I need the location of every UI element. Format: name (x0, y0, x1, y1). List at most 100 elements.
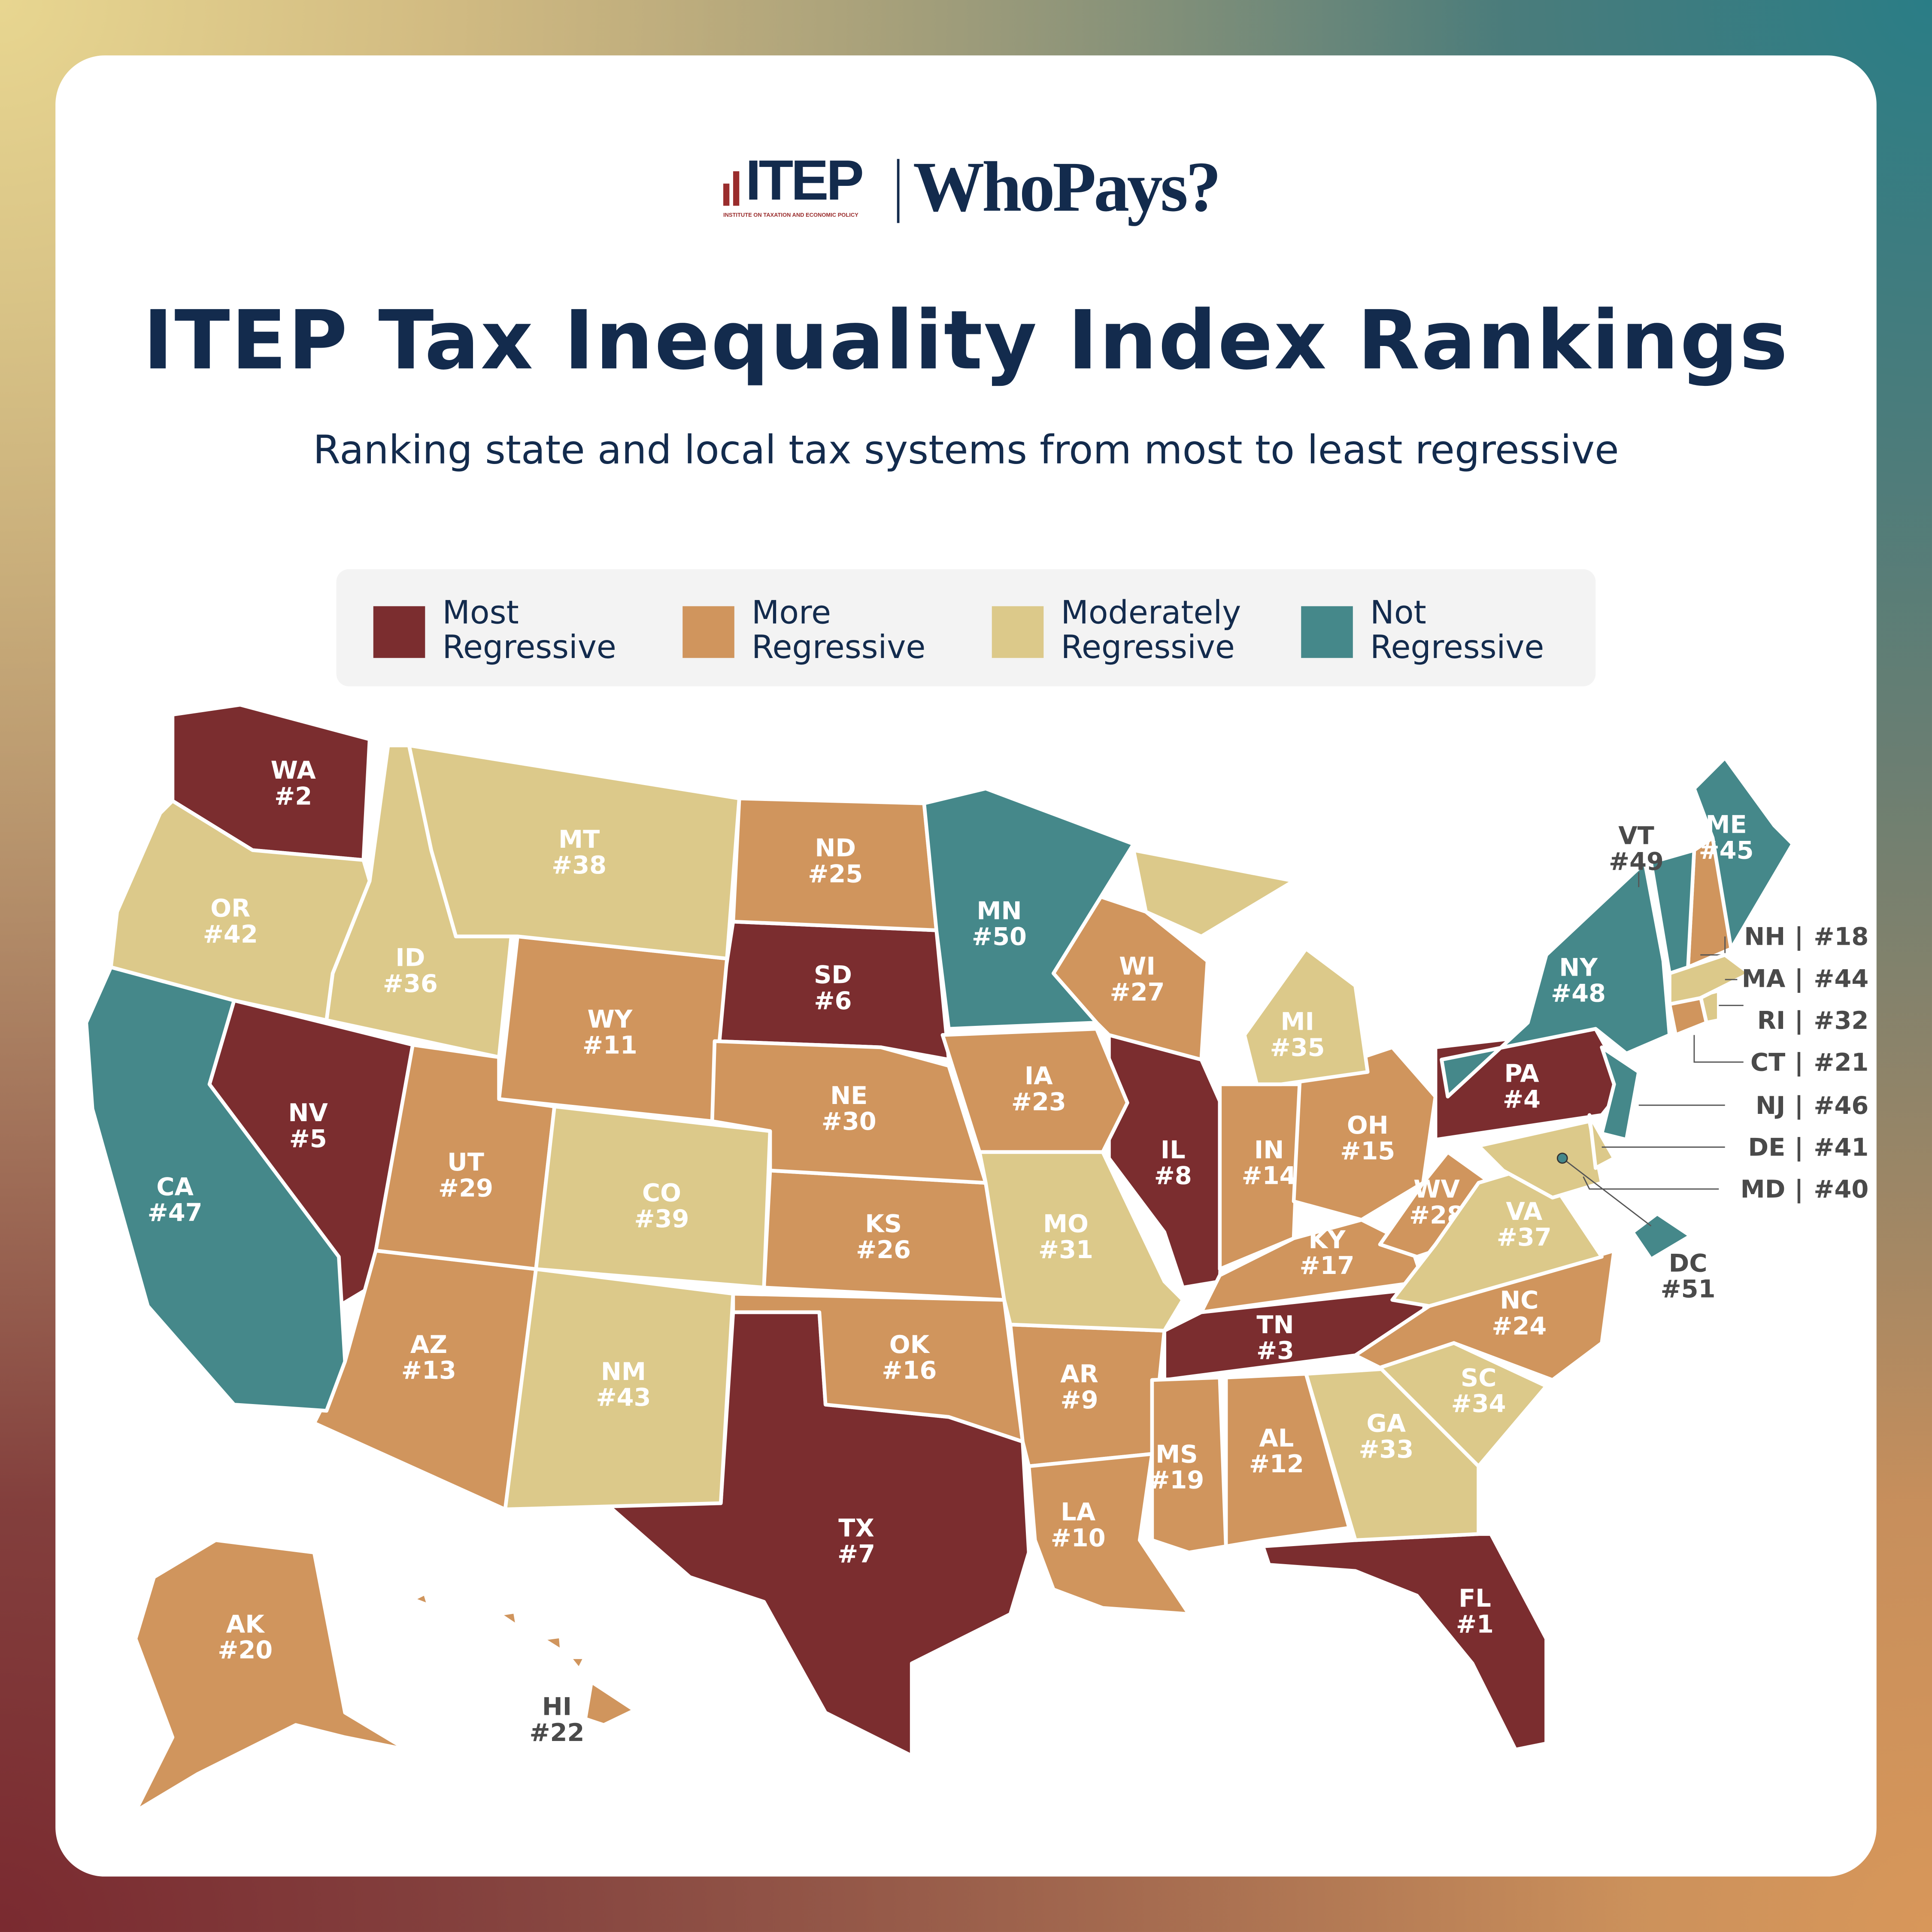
state-shape[interactable] (1131, 848, 1296, 938)
state-shape[interactable] (1242, 946, 1370, 1086)
state-shape[interactable] (922, 786, 1136, 1031)
state-sd[interactable]: SD#6 (713, 919, 951, 1062)
state-co[interactable]: CO#39 (534, 1104, 772, 1289)
state-abbr: NY (1559, 953, 1598, 982)
separator: | (1794, 964, 1803, 993)
state-shape[interactable] (1587, 1113, 1616, 1170)
state-va[interactable]: VA#37 (1390, 1162, 1604, 1308)
state-shape[interactable] (977, 1150, 1185, 1333)
state-shape[interactable] (1027, 1452, 1191, 1616)
state-ms[interactable]: MS#19 (1149, 1375, 1228, 1555)
state-al[interactable]: AL#12 (1224, 1372, 1351, 1548)
state-shape[interactable] (1261, 1532, 1548, 1752)
state-mo[interactable]: MO#31 (977, 1150, 1185, 1333)
state-ks[interactable]: KS#26 (762, 1168, 1006, 1302)
state-shape[interactable] (1600, 1045, 1641, 1142)
state-abbr: CT (1750, 1048, 1785, 1077)
state-wy[interactable]: WY#11 (497, 934, 729, 1123)
state-abbr: MS (1156, 1440, 1198, 1468)
state-ak[interactable]: AK#20 (133, 1538, 409, 1813)
state-az[interactable]: AZ#13 (312, 1249, 538, 1511)
state-shape[interactable] (1692, 756, 1795, 951)
state-rank: #23 (1011, 1087, 1066, 1116)
state-rank: #9 (1061, 1386, 1098, 1414)
state-in[interactable]: IN#14 (1218, 1082, 1302, 1271)
dc-leader-line (1562, 1158, 1652, 1227)
state-shape[interactable] (710, 1039, 988, 1185)
state-pa[interactable]: PA#4 (1433, 1027, 1629, 1142)
state-mn[interactable]: MN#50 (922, 786, 1136, 1031)
state-shape[interactable] (1649, 848, 1696, 976)
state-mi[interactable]: MI#35 (1131, 848, 1370, 1086)
state-shape[interactable] (109, 799, 372, 1022)
state-nd[interactable]: ND#25 (731, 796, 938, 932)
state-ok[interactable]: OK#16 (731, 1292, 1025, 1444)
legend: Most Regressive More Regressive Moderate… (336, 569, 1596, 686)
state-de[interactable]: DE | #41 (1587, 1113, 1868, 1170)
state-ny[interactable]: NY#48 (1440, 861, 1671, 1099)
state-mt[interactable]: MT#38 (407, 743, 741, 961)
page-title: ITEP Tax Inequality Index Rankings (143, 293, 1789, 388)
state-shape[interactable] (731, 1292, 1025, 1444)
state-ri[interactable]: RI | #32 (1698, 989, 1868, 1035)
itep-logo-subtitle: INSTITUTE ON TAXATION AND ECONOMIC POLIC… (723, 212, 858, 218)
state-rank: #19 (1149, 1466, 1204, 1495)
legend-label: Moderately Regressive (1061, 595, 1241, 667)
state-abbr: NH (1744, 922, 1785, 951)
state-shape[interactable] (540, 1634, 564, 1653)
state-fl[interactable]: FL#1 (1261, 1532, 1548, 1752)
logo: ITEP INSTITUTE ON TAXATION AND ECONOMIC … (721, 147, 1238, 228)
state-shape[interactable] (411, 1591, 431, 1607)
state-dc[interactable]: DC#51 (1631, 1212, 1716, 1304)
state-rank: #5 (289, 1124, 327, 1153)
state-rank: #21 (1814, 1048, 1868, 1077)
state-hi[interactable]: HI#22 (411, 1591, 637, 1747)
state-shape[interactable] (1378, 1341, 1548, 1468)
state-abbr: ME (1705, 810, 1747, 839)
state-shape[interactable] (407, 743, 741, 961)
state-shape[interactable] (1150, 1375, 1228, 1555)
legend-swatch (682, 606, 734, 658)
page-subtitle: Ranking state and local tax systems from… (313, 426, 1619, 473)
state-md[interactable]: MD | #40 (1477, 1119, 1869, 1204)
state-shape[interactable] (1477, 1119, 1604, 1200)
state-ne[interactable]: NE#30 (710, 1039, 988, 1185)
separator: | (1794, 1133, 1803, 1162)
state-abbr: VT (1618, 821, 1654, 850)
state-ky[interactable]: KY#17 (1199, 1218, 1425, 1314)
state-shape[interactable] (1631, 1212, 1692, 1261)
state-ia[interactable]: IA#23 (940, 1027, 1129, 1154)
state-il[interactable]: IL#8 (1107, 1033, 1228, 1289)
state-shape[interactable] (534, 1104, 772, 1289)
state-shape[interactable] (503, 1267, 735, 1511)
state-nm[interactable]: NM#43 (503, 1267, 735, 1511)
state-vt[interactable]: VT#49 (1609, 821, 1696, 976)
state-shape[interactable] (583, 1680, 637, 1727)
state-ar[interactable]: AR#9 (1008, 1322, 1166, 1468)
state-shape[interactable] (1440, 861, 1671, 1099)
state-la[interactable]: LA#10 (1027, 1452, 1191, 1616)
state-abbr: OH (1347, 1111, 1389, 1140)
state-shape[interactable] (133, 1538, 409, 1813)
state-ca[interactable]: CA#47 (84, 965, 347, 1413)
state-shape[interactable] (1107, 1033, 1228, 1289)
state-rank: #48 (1551, 979, 1606, 1008)
state-shape[interactable] (567, 1655, 587, 1671)
state-abbr: MI (1280, 1007, 1314, 1036)
state-sc[interactable]: SC#34 (1378, 1341, 1548, 1468)
state-abbr: CA (156, 1172, 194, 1201)
state-rank: #31 (1038, 1235, 1093, 1264)
state-shape[interactable] (84, 965, 347, 1413)
state-me[interactable]: ME#45 (1692, 756, 1795, 951)
state-shape[interactable] (497, 1610, 519, 1629)
state-abbr: GA (1367, 1409, 1406, 1438)
state-ma[interactable]: MA | #44 (1668, 953, 1869, 1006)
state-or[interactable]: OR#42 (109, 799, 372, 1022)
legend-swatch (992, 606, 1044, 658)
state-nj[interactable]: NJ | #46 (1600, 1045, 1869, 1142)
state-rank: #44 (1814, 964, 1868, 993)
state-abbr: OK (889, 1330, 931, 1359)
state-shape[interactable] (940, 1027, 1129, 1154)
state-rank: #22 (529, 1718, 584, 1747)
